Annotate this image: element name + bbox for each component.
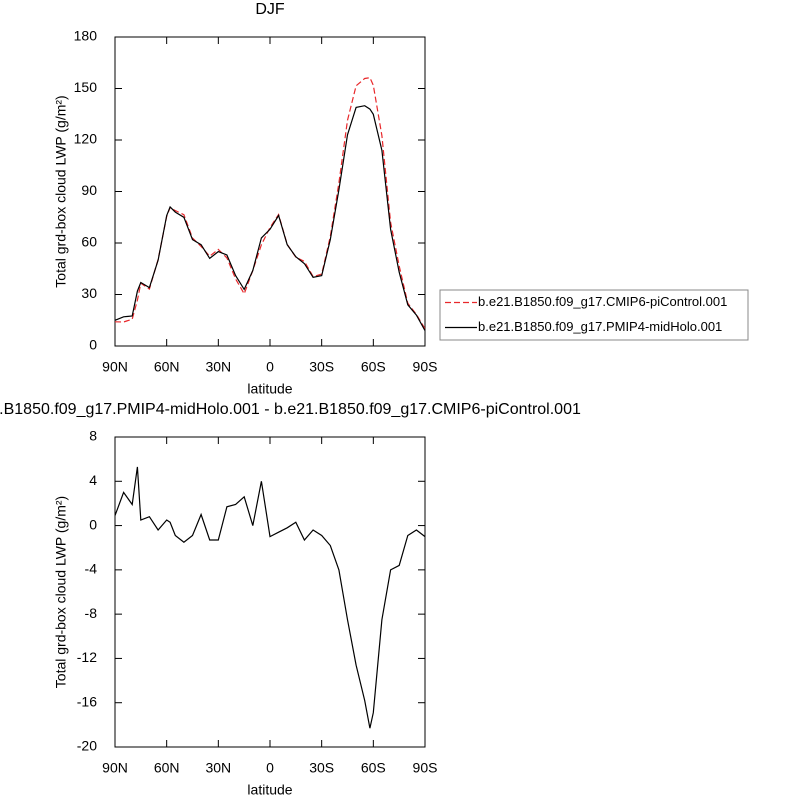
- y-axis-label: Total grd-box cloud LWP (g/m²): [53, 496, 69, 688]
- data-line: [114, 466, 426, 729]
- y-tick-label: 0: [89, 337, 97, 353]
- x-tick-label: 60N: [154, 760, 180, 776]
- y-tick-label: 90: [81, 182, 97, 198]
- x-tick-label: 90S: [413, 359, 438, 375]
- plot-frame: [114, 436, 426, 748]
- x-tick-label: 30N: [205, 359, 231, 375]
- y-tick-label: -12: [77, 649, 97, 665]
- data-line: [114, 77, 426, 330]
- x-tick-label: 90N: [102, 760, 128, 776]
- chart-title: DJF: [255, 1, 285, 18]
- x-tick-label: 0: [266, 760, 274, 776]
- x-tick-label: 30S: [309, 359, 334, 375]
- x-tick-label: 30S: [309, 760, 334, 776]
- x-tick-label: 0: [266, 359, 274, 375]
- x-axis-label: latitude: [247, 381, 292, 397]
- y-tick-label: 120: [74, 131, 98, 147]
- x-tick-label: 90N: [102, 359, 128, 375]
- legend-label: b.e21.B1850.f09_g17.PMIP4-midHolo.001: [478, 319, 722, 334]
- y-tick-label: 180: [74, 28, 98, 44]
- data-line: [114, 105, 426, 331]
- y-tick-label: -16: [77, 693, 97, 709]
- x-tick-label: 60S: [361, 760, 386, 776]
- x-axis-label: latitude: [247, 782, 292, 798]
- y-tick-label: 4: [89, 472, 97, 488]
- y-tick-label: 8: [89, 428, 97, 444]
- y-tick-label: -8: [85, 605, 98, 621]
- plot-frame: [114, 36, 426, 347]
- y-tick-label: 0: [89, 516, 97, 532]
- y-tick-label: 60: [81, 234, 97, 250]
- y-tick-label: -20: [77, 738, 97, 754]
- chart-title: b.e21.B1850.f09_g17.PMIP4-midHolo.001 - …: [0, 401, 581, 418]
- x-tick-label: 60S: [361, 359, 386, 375]
- y-axis-label: Total grd-box cloud LWP (g/m²): [53, 95, 69, 287]
- x-tick-label: 90S: [413, 760, 438, 776]
- legend-label: b.e21.B1850.f09_g17.CMIP6-piControl.001: [478, 294, 727, 309]
- y-tick-label: 150: [74, 79, 98, 95]
- x-tick-label: 60N: [154, 359, 180, 375]
- y-tick-label: -4: [85, 561, 98, 577]
- x-tick-label: 30N: [205, 760, 231, 776]
- legend-box: [439, 289, 749, 341]
- y-tick-label: 30: [81, 285, 97, 301]
